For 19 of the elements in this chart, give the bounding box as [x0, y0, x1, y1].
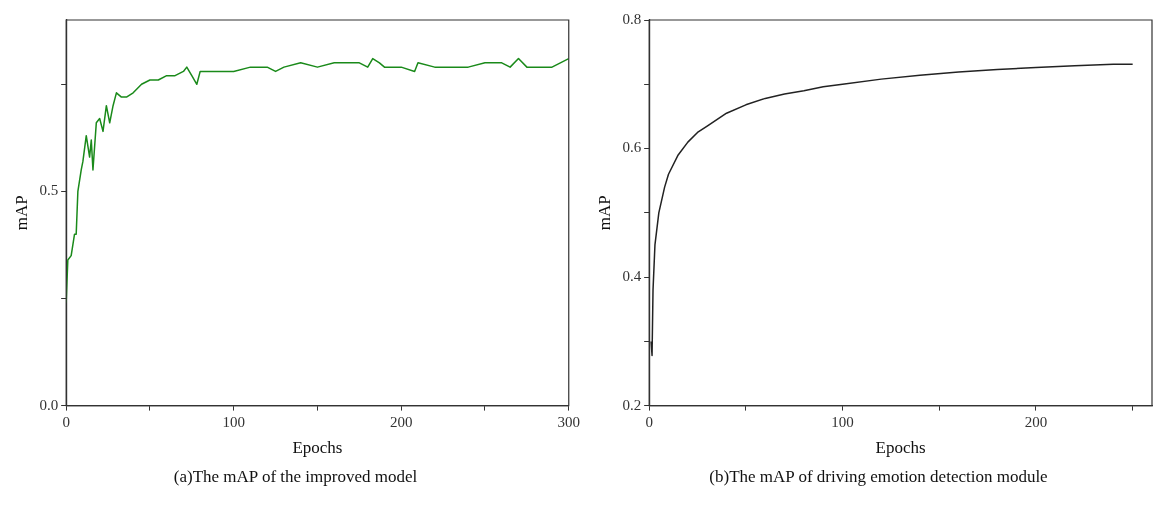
x-tick-label: 100: [222, 413, 245, 430]
x-axis-title: Epochs: [875, 438, 926, 458]
x-tick-label: 100: [831, 413, 854, 430]
y-tick-label: 0.6: [622, 139, 642, 156]
y-tick-label: 0.5: [39, 182, 59, 199]
x-tick-label: 300: [557, 413, 580, 430]
text: (a)The mAP of the improved model: [173, 467, 418, 487]
text: (b)The mAP of driving emotion detection module: [709, 467, 1048, 487]
y-axis-title: mAP: [594, 195, 614, 231]
x-tick-label: 0: [62, 413, 70, 430]
y-tick-label: 0.8: [622, 10, 642, 27]
x-tick-label: 0: [645, 413, 653, 430]
y-tick-label: 0.4: [622, 268, 642, 284]
y-tick-label: 0.2: [622, 396, 642, 413]
x-axis-title: Epochs: [292, 438, 343, 458]
y-axis-title: mAP: [11, 195, 31, 231]
y-tick-label: 0.0: [39, 396, 59, 413]
x-tick-label: 200: [389, 413, 413, 430]
x-tick-label: 200: [1024, 413, 1048, 430]
